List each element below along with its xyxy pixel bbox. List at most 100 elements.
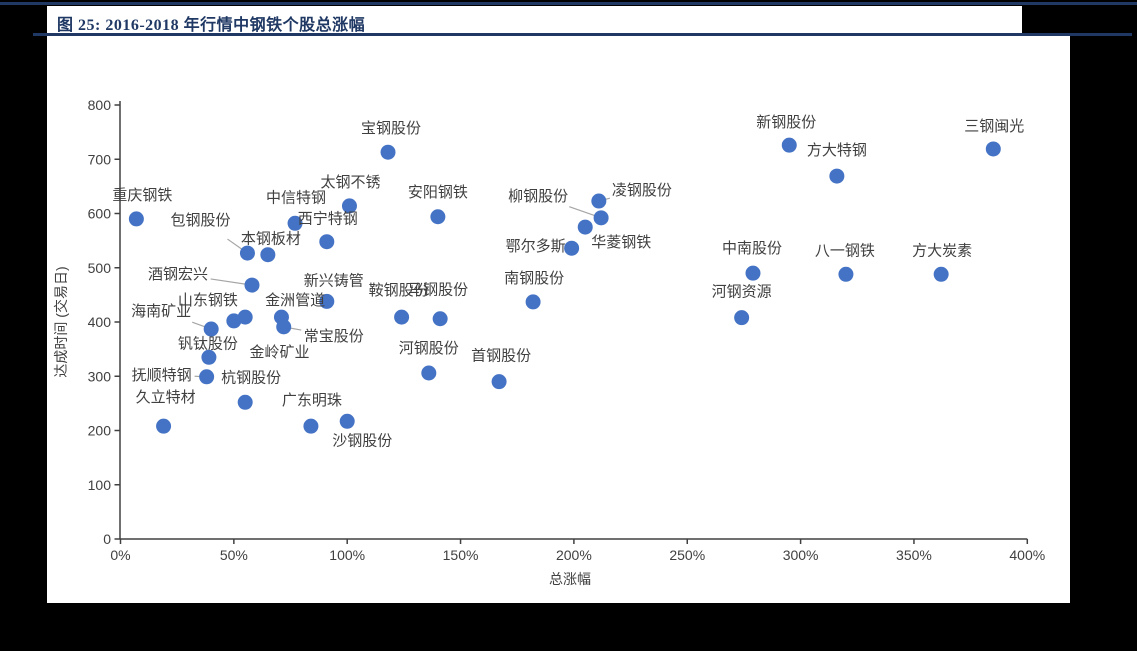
point-label: 金岭矿业 — [249, 344, 309, 361]
point-label: 新兴铸管 — [304, 272, 364, 289]
point-label: 中信特钢 — [266, 189, 326, 206]
point-label: 宝钢股份 — [361, 120, 421, 137]
data-point — [237, 394, 253, 410]
data-point — [244, 277, 260, 293]
corner-block — [1022, 5, 1137, 34]
data-point — [745, 265, 761, 281]
y-tick-label: 0 — [103, 531, 111, 547]
point-label: 首钢股份 — [471, 348, 531, 365]
data-point — [577, 219, 593, 235]
point-label: 河钢资源 — [712, 284, 772, 301]
point-label: 方大特钢 — [807, 142, 867, 159]
point-label: 金洲管道 — [265, 292, 325, 309]
point-label: 包钢股份 — [170, 212, 230, 229]
x-axis-title: 总涨幅 — [549, 571, 591, 587]
data-point — [829, 168, 845, 184]
data-point — [237, 309, 253, 325]
data-point — [287, 215, 303, 231]
point-label: 柳钢股份 — [508, 188, 568, 205]
data-point — [838, 266, 854, 282]
point-label: 新钢股份 — [756, 114, 816, 131]
y-tick-label: 600 — [88, 206, 112, 222]
x-tick-label: 50% — [220, 547, 248, 563]
point-label: 海南矿业 — [131, 303, 191, 320]
data-point — [339, 413, 355, 429]
y-tick-label: 400 — [88, 314, 112, 330]
x-tick-label: 200% — [556, 547, 592, 563]
point-label: 钒钛股份 — [178, 335, 238, 352]
x-tick-label: 0% — [110, 547, 130, 563]
figure-title: 图 25: 2016-2018 年行情中钢铁个股总涨幅 — [57, 17, 366, 34]
x-tick-label: 250% — [669, 547, 705, 563]
data-point — [239, 245, 255, 261]
data-point — [341, 198, 357, 214]
data-point — [276, 319, 292, 335]
data-point — [430, 209, 446, 225]
data-point — [525, 294, 541, 310]
data-point — [128, 211, 144, 227]
data-point — [421, 365, 437, 381]
data-point — [432, 311, 448, 327]
x-tick-label: 150% — [443, 547, 479, 563]
y-axis-title: 达成时间 (交易日) — [53, 266, 69, 377]
y-tick-label: 300 — [88, 368, 112, 384]
data-point — [491, 374, 507, 390]
data-point — [156, 418, 172, 434]
report-page — [47, 6, 1070, 603]
x-tick-label: 400% — [1009, 547, 1045, 563]
data-point — [734, 310, 750, 326]
data-point — [226, 313, 242, 329]
point-label: 中南股份 — [722, 240, 782, 257]
y-tick-label: 800 — [88, 97, 112, 113]
data-point — [319, 293, 335, 309]
point-label: 方大炭素 — [912, 242, 972, 259]
page-top-rule — [0, 2, 1137, 5]
y-tick-label: 200 — [88, 423, 112, 439]
data-point — [380, 144, 396, 160]
data-point — [201, 349, 217, 365]
point-label: 南钢股份 — [504, 270, 564, 287]
point-label: 太钢不锈 — [320, 174, 380, 191]
y-tick-label: 700 — [88, 151, 112, 167]
y-tick-label: 500 — [88, 260, 112, 276]
point-label: 鞍钢股份 — [369, 282, 429, 299]
data-point — [303, 418, 319, 434]
data-point — [564, 240, 580, 256]
x-tick-label: 100% — [329, 547, 365, 563]
point-label: 安阳钢铁 — [408, 184, 468, 201]
x-tick-label: 350% — [896, 547, 932, 563]
title-underline — [33, 33, 1132, 36]
point-label: 凌钢股份 — [612, 182, 672, 199]
point-label: 杭钢股份 — [221, 369, 281, 386]
point-label: 酒钢宏兴 — [148, 266, 208, 283]
data-point — [933, 266, 949, 282]
data-point — [593, 210, 609, 226]
point-label: 广东明珠 — [282, 392, 342, 409]
point-label: 常宝股份 — [304, 328, 364, 345]
point-label: 八一钢铁 — [815, 242, 875, 259]
point-label: 本钢板材 — [241, 230, 301, 248]
data-point — [319, 234, 335, 250]
y-tick-label: 100 — [88, 477, 112, 493]
point-label: 马钢股份 — [408, 282, 468, 299]
point-label: 重庆钢铁 — [112, 187, 172, 204]
point-label: 鄂尔多斯 — [506, 238, 566, 255]
point-label: 沙钢股份 — [332, 432, 392, 449]
data-point — [591, 193, 607, 209]
data-point — [199, 369, 215, 385]
point-label: 山东钢铁 — [178, 292, 238, 309]
x-tick-label: 300% — [783, 547, 819, 563]
data-point — [260, 247, 276, 263]
point-label: 抚顺特钢 — [132, 367, 192, 384]
point-label: 西宁特钢 — [298, 211, 358, 228]
data-point — [394, 309, 410, 325]
point-label: 三钢闽光 — [964, 118, 1024, 135]
point-label: 华菱钢铁 — [591, 234, 651, 251]
data-point — [985, 141, 1001, 157]
point-label: 久立特材 — [136, 389, 196, 406]
point-label: 河钢股份 — [399, 340, 459, 357]
data-point — [203, 321, 219, 337]
data-point — [781, 137, 797, 153]
